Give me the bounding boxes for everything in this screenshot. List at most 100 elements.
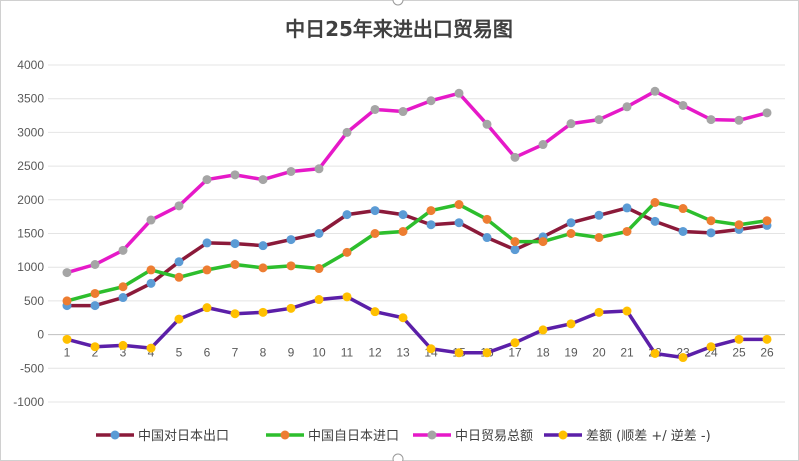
data-point	[734, 115, 744, 125]
data-point	[286, 166, 296, 176]
data-point	[62, 334, 72, 344]
data-point	[258, 307, 268, 317]
x-tick-label: 10	[312, 346, 326, 360]
data-point	[706, 115, 716, 125]
data-point	[426, 206, 436, 216]
x-tick-label: 9	[288, 346, 295, 360]
legend-item: 中日贸易总额	[413, 429, 533, 444]
data-point	[454, 88, 464, 98]
resize-handle-bottom[interactable]	[392, 453, 404, 461]
data-point	[482, 119, 492, 129]
data-point	[174, 257, 184, 267]
data-point	[146, 265, 156, 275]
legend-marker	[280, 430, 290, 440]
data-point	[594, 307, 604, 317]
data-point	[762, 334, 772, 344]
y-tick-label: 3000	[17, 125, 44, 139]
data-point	[398, 210, 408, 220]
data-point	[510, 237, 520, 247]
x-tick-label: 13	[396, 346, 410, 360]
legend-marker	[558, 430, 568, 440]
x-tick-label: 2	[92, 346, 99, 360]
x-tick-label: 21	[620, 346, 634, 360]
data-point	[118, 293, 128, 303]
data-point	[398, 107, 408, 117]
x-tick-label: 7	[232, 346, 239, 360]
data-point	[426, 344, 436, 354]
legend-item: 中国对日本出口	[96, 429, 229, 444]
data-point	[594, 115, 604, 125]
data-point	[650, 348, 660, 358]
legend-item: 中国自日本进口	[266, 429, 399, 444]
chart-title: 中日25年来进出口贸易图	[285, 17, 513, 41]
y-tick-label: -1000	[13, 395, 44, 409]
y-tick-label: -500	[20, 361, 44, 375]
data-point	[398, 313, 408, 323]
data-point	[370, 229, 380, 238]
data-point	[482, 233, 492, 243]
x-tick-label: 19	[564, 346, 578, 360]
data-point	[566, 319, 576, 329]
data-point	[258, 263, 268, 273]
data-point	[594, 210, 604, 220]
x-tick-label: 20	[592, 346, 606, 360]
data-point	[510, 245, 520, 255]
data-point	[566, 229, 576, 238]
data-point	[202, 265, 212, 275]
legend-marker	[110, 430, 120, 440]
data-point	[174, 201, 184, 211]
data-point	[510, 152, 520, 162]
data-point	[538, 140, 548, 150]
data-point	[398, 226, 408, 236]
data-point	[678, 100, 688, 110]
resize-handle-top[interactable]	[392, 0, 404, 6]
data-point	[454, 200, 464, 210]
data-point	[566, 218, 576, 228]
data-point	[90, 288, 100, 298]
data-point	[118, 245, 128, 255]
data-point	[510, 338, 520, 348]
y-tick-label: 1000	[17, 260, 44, 274]
data-point	[622, 306, 632, 316]
x-tick-label: 11	[341, 346, 354, 360]
data-point	[622, 102, 632, 112]
data-point	[62, 268, 72, 278]
data-point	[370, 104, 380, 114]
data-point	[482, 214, 492, 224]
x-tick-label: 6	[204, 346, 211, 360]
data-point	[230, 260, 240, 270]
x-tick-label: 26	[760, 346, 774, 360]
x-tick-label: 5	[176, 346, 183, 360]
data-point	[314, 264, 324, 274]
x-tick-label: 25	[732, 346, 746, 360]
data-point	[706, 342, 716, 352]
data-point	[258, 175, 268, 185]
data-point	[762, 108, 772, 118]
data-point	[370, 307, 380, 317]
data-point	[314, 295, 324, 305]
data-point	[650, 197, 660, 207]
data-point	[314, 229, 324, 238]
data-point	[146, 343, 156, 353]
data-point	[230, 170, 240, 180]
data-point	[286, 235, 296, 245]
data-point	[650, 86, 660, 96]
y-tick-label: 0	[37, 328, 44, 342]
data-point	[762, 216, 772, 226]
y-tick-label: 500	[24, 294, 44, 308]
x-tick-label: 12	[368, 346, 382, 360]
data-point	[566, 119, 576, 129]
y-tick-label: 3500	[17, 92, 44, 106]
data-point	[454, 348, 464, 358]
data-point	[482, 348, 492, 358]
series-line	[66, 200, 768, 303]
y-tick-label: 4000	[17, 58, 44, 72]
legend-marker	[427, 430, 437, 440]
data-point	[146, 215, 156, 225]
legend-label: 差额 (顺差 +/ 逆差 -)	[586, 428, 711, 444]
data-point	[342, 210, 352, 220]
data-point	[202, 303, 212, 313]
x-tick-label: 18	[536, 346, 550, 360]
x-tick-label: 8	[260, 346, 267, 360]
data-point	[90, 260, 100, 270]
